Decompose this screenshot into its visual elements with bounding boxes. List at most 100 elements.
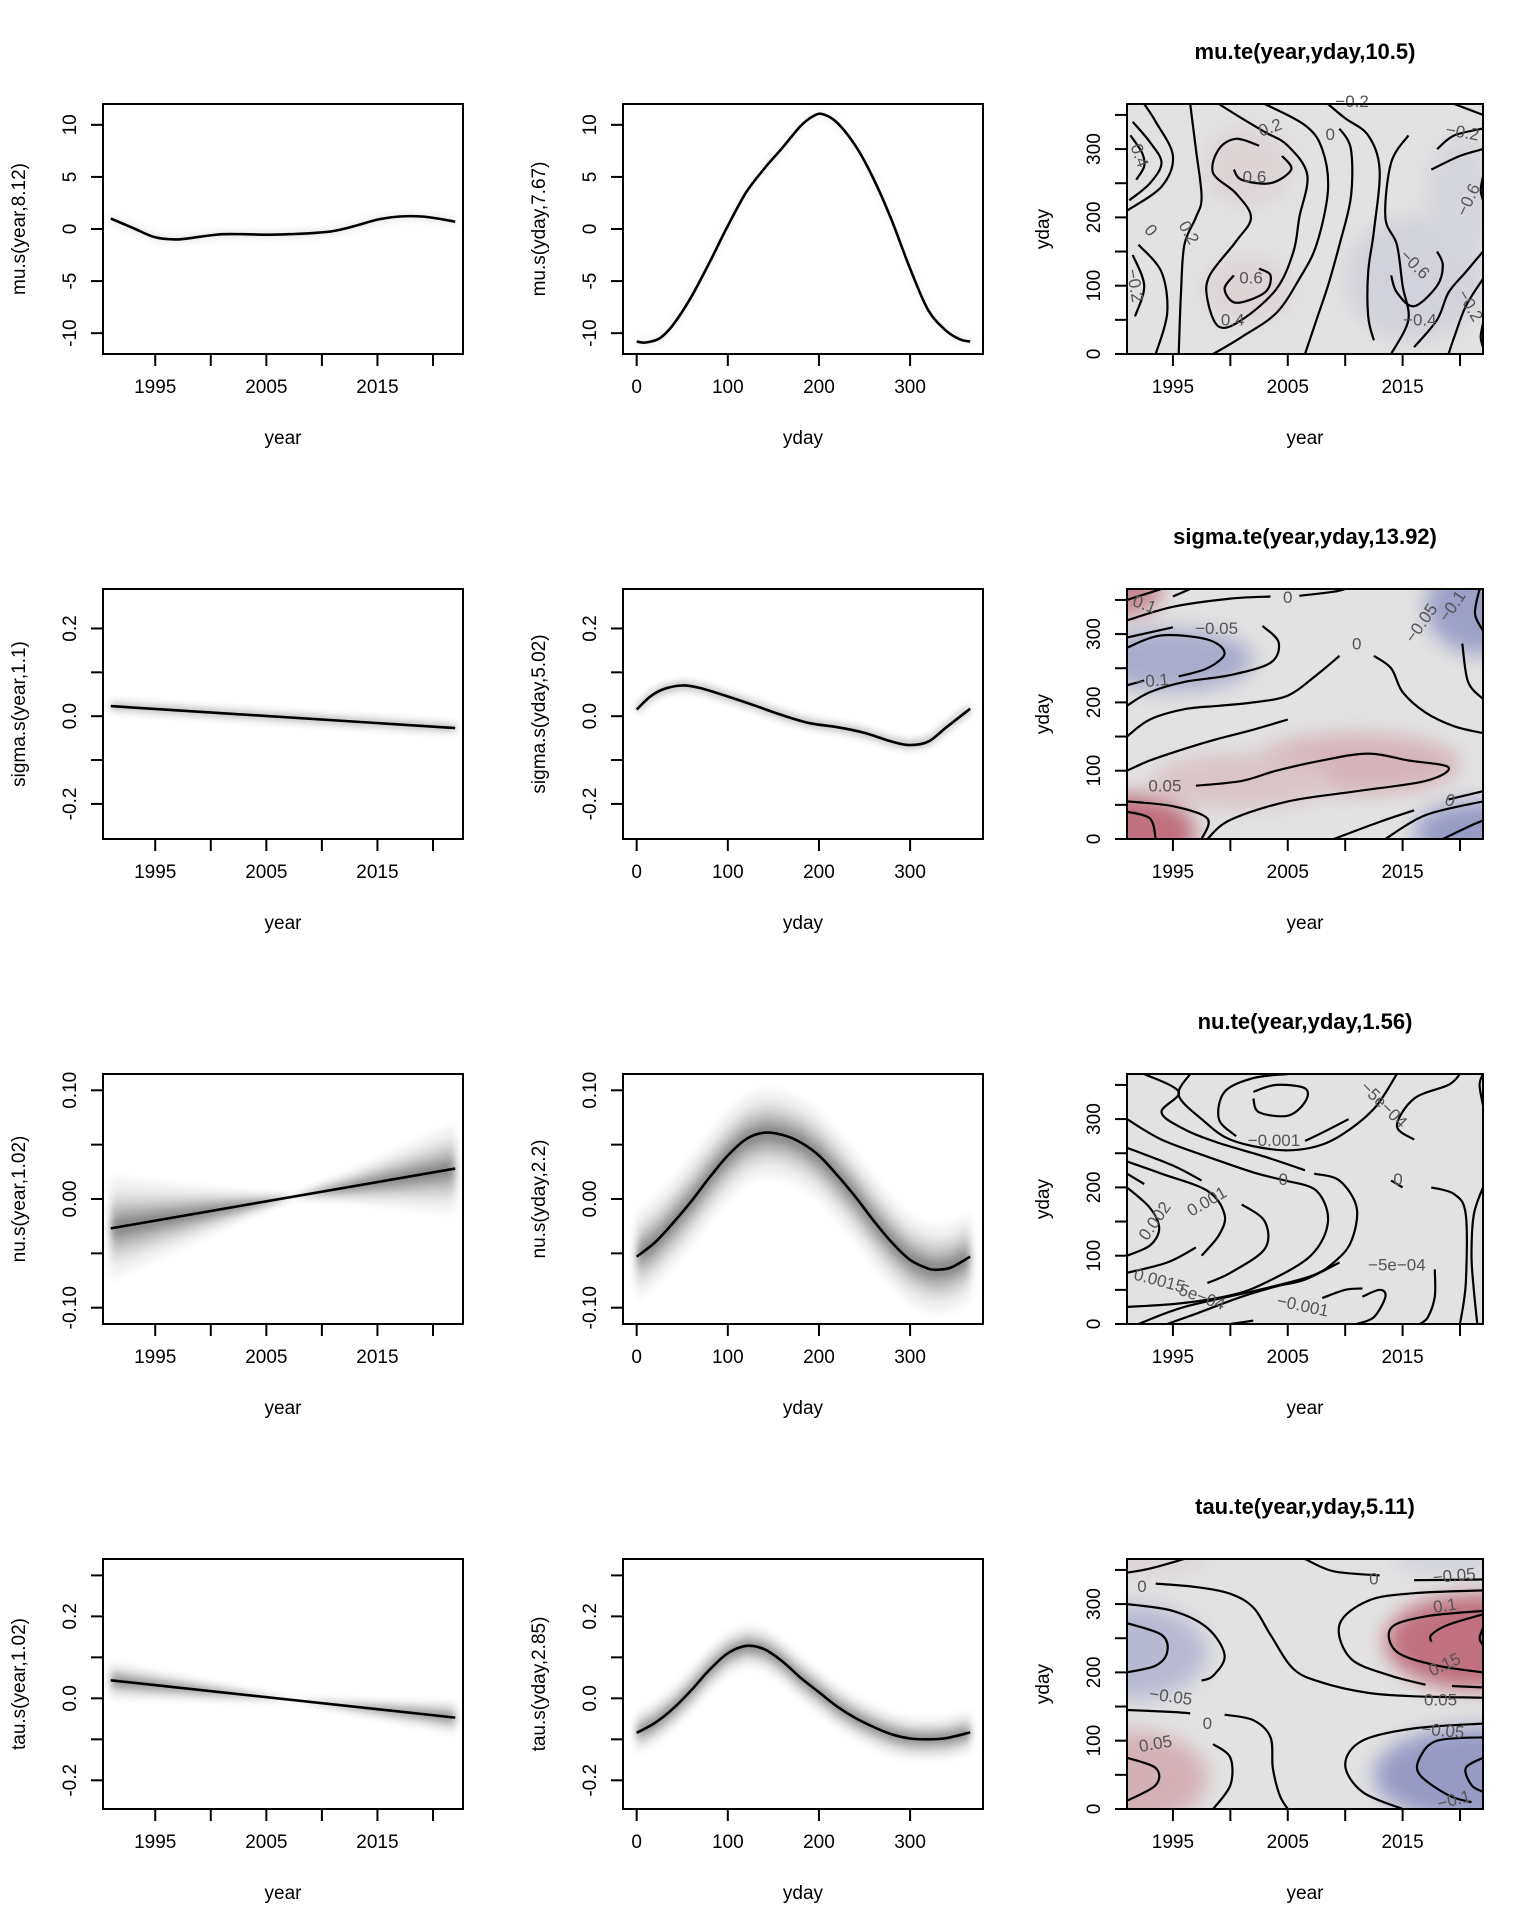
y-tick-label: -10 bbox=[580, 319, 601, 346]
y-tick-label: 300 bbox=[1084, 133, 1105, 165]
confidence-band bbox=[636, 113, 971, 344]
x-axis-label: year bbox=[265, 1398, 303, 1419]
y-axis: 0 100 200 300 bbox=[1084, 113, 1127, 360]
y-tick-label: 0 bbox=[1084, 349, 1105, 360]
x-axis: 0 100 200 300 bbox=[631, 354, 926, 398]
plot-frame bbox=[1126, 1558, 1484, 1810]
contour-line bbox=[1137, 243, 1169, 354]
y-tick-label: 200 bbox=[1084, 1657, 1105, 1689]
contour-label: −0.1 bbox=[1135, 670, 1170, 692]
contour-label: −0.2 bbox=[1335, 92, 1369, 111]
contour-line bbox=[1333, 809, 1415, 839]
x-tick-label: 2005 bbox=[1267, 862, 1309, 883]
y-axis-label: mu.s(year,8.12) bbox=[9, 163, 30, 295]
contour-line bbox=[1436, 127, 1483, 150]
y-axis-label: yday bbox=[1033, 1663, 1054, 1704]
y-tick-label: 0.2 bbox=[60, 615, 81, 641]
plot-area bbox=[110, 700, 456, 734]
contour-line bbox=[1303, 127, 1354, 354]
contour-line bbox=[1337, 1589, 1483, 1686]
y-tick-label: 0 bbox=[60, 224, 81, 235]
contour-line bbox=[1127, 1146, 1203, 1182]
contour-label: 0.4 bbox=[1221, 311, 1245, 330]
heatmap-region bbox=[1425, 589, 1483, 655]
band-layer bbox=[636, 683, 971, 748]
panel-title: nu.te(year,yday,1.56) bbox=[1198, 1009, 1413, 1034]
x-tick-label: 200 bbox=[803, 1832, 835, 1853]
contour-line bbox=[1442, 819, 1483, 839]
contour-line bbox=[1127, 1246, 1197, 1274]
band-layer bbox=[636, 1123, 971, 1280]
contour-line bbox=[1127, 625, 1281, 707]
y-axis-label: tau.s(yday,2.85) bbox=[529, 1617, 550, 1752]
x-tick-label: 200 bbox=[803, 377, 835, 398]
contour-line bbox=[1217, 1074, 1288, 1138]
contour-line bbox=[1143, 1074, 1306, 1172]
contour-label: −0.05 bbox=[1432, 1564, 1477, 1587]
contour-line bbox=[1127, 718, 1289, 772]
y-axis-label: yday bbox=[1033, 693, 1054, 734]
contour-line bbox=[1212, 104, 1330, 354]
x-axis: 1995 2005 2015 bbox=[134, 839, 434, 883]
contour-label: 0 bbox=[1283, 588, 1292, 607]
x-tick-label: 2015 bbox=[1381, 377, 1423, 398]
y-axis-label: yday bbox=[1033, 1178, 1054, 1219]
plot-area bbox=[1127, 1074, 1483, 1324]
contour-line bbox=[1129, 134, 1146, 181]
confidence-band bbox=[636, 680, 971, 751]
contour-line bbox=[1232, 155, 1293, 185]
heatmap-region bbox=[1425, 135, 1483, 273]
x-tick-label: 2005 bbox=[245, 377, 287, 398]
plot-area bbox=[1127, 1559, 1483, 1809]
y-tick-label: 0 bbox=[1084, 1804, 1105, 1815]
contour-label: −0.05 bbox=[1195, 619, 1238, 638]
heatmap-background bbox=[1127, 1074, 1483, 1324]
smooth-effect-line bbox=[110, 1167, 456, 1230]
y-tick-label: 0.0 bbox=[60, 1685, 81, 1711]
contour-line bbox=[1473, 589, 1483, 632]
x-axis: 1995 2005 2015 bbox=[134, 1809, 434, 1853]
contour-line bbox=[1223, 267, 1272, 304]
y-tick-label: 300 bbox=[1084, 1103, 1105, 1135]
y-tick-label: 200 bbox=[1084, 687, 1105, 719]
contour-label: 0 bbox=[1278, 1170, 1287, 1189]
y-tick-label: 100 bbox=[1084, 1240, 1105, 1272]
heatmap-region bbox=[1201, 254, 1294, 324]
y-tick-label: 300 bbox=[1084, 618, 1105, 650]
contour-line bbox=[1177, 104, 1203, 354]
contour-line bbox=[1127, 1160, 1227, 1257]
band-layer bbox=[636, 684, 971, 747]
x-axis: 1995 2005 2015 bbox=[1152, 839, 1462, 883]
y-axis-label: nu.s(year,1.02) bbox=[9, 1136, 30, 1263]
contour-line bbox=[1430, 148, 1483, 171]
plot-frame bbox=[102, 588, 464, 840]
y-axis: 0 100 200 300 bbox=[1084, 1083, 1127, 1329]
plot-frame bbox=[622, 1558, 984, 1810]
y-axis: 0 100 200 300 bbox=[1084, 598, 1127, 844]
x-tick-label: 100 bbox=[712, 1832, 744, 1853]
y-tick-label: 0.00 bbox=[580, 1181, 601, 1218]
x-tick-label: 2005 bbox=[245, 1832, 287, 1853]
plot-frame bbox=[622, 588, 984, 840]
contour-line bbox=[1127, 1186, 1161, 1257]
x-axis-label: year bbox=[265, 428, 303, 449]
contour-line bbox=[1304, 1559, 1380, 1577]
contour-line bbox=[1448, 790, 1483, 801]
y-tick-label: 5 bbox=[60, 172, 81, 183]
panel-mu_te: 0.2 0−0.2−0.20.60 0.20.60.4−0.6−0.4 −0.2−0.… bbox=[1033, 39, 1487, 449]
x-tick-label: 200 bbox=[803, 862, 835, 883]
y-axis: -0.2 0.0 0.2 bbox=[60, 615, 103, 820]
y-tick-label: 100 bbox=[1084, 270, 1105, 302]
y-tick-label: 0.10 bbox=[60, 1072, 81, 1109]
contour-line bbox=[1304, 1118, 1350, 1142]
heatmap-region bbox=[1385, 1593, 1483, 1690]
contour-line bbox=[1127, 655, 1341, 738]
x-tick-label: 300 bbox=[894, 862, 926, 883]
contour-line bbox=[1127, 1756, 1161, 1802]
y-tick-label: -0.2 bbox=[60, 1764, 81, 1797]
smooth-effect-line bbox=[636, 1644, 971, 1741]
x-tick-label: 100 bbox=[712, 377, 744, 398]
x-tick-label: 2005 bbox=[1267, 1832, 1309, 1853]
heatmap-fill bbox=[1127, 589, 1483, 839]
x-tick-label: 100 bbox=[712, 1347, 744, 1368]
